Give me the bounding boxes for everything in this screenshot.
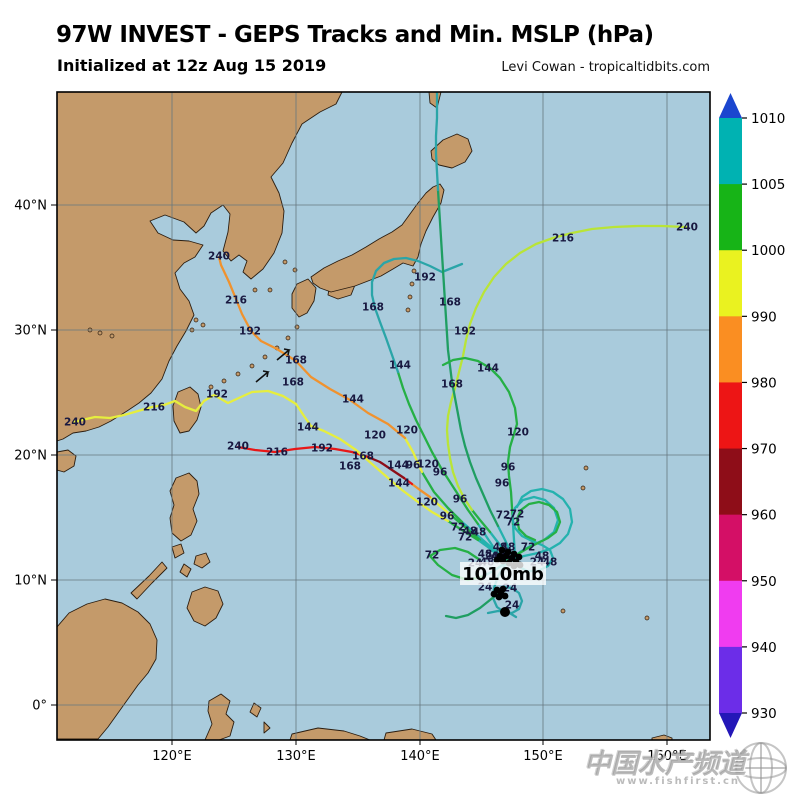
svg-text:1010: 1010 xyxy=(751,111,785,127)
svg-text:216: 216 xyxy=(143,402,165,414)
svg-text:48: 48 xyxy=(535,551,550,563)
genesis-pressure-label: 1010mb xyxy=(460,562,546,585)
svg-text:30°N: 30°N xyxy=(14,324,47,339)
svg-text:144: 144 xyxy=(387,460,409,472)
svg-text:72: 72 xyxy=(510,509,525,521)
land-layer xyxy=(57,92,673,740)
pressure-colorbar: 1010 1005 1000 990 980 970 960 950 940 930 xyxy=(719,93,785,738)
svg-text:192: 192 xyxy=(414,272,436,284)
svg-text:140°E: 140°E xyxy=(400,749,440,764)
svg-text:130°E: 130°E xyxy=(276,749,316,764)
svg-text:72: 72 xyxy=(506,517,521,529)
svg-text:96: 96 xyxy=(440,511,455,523)
svg-text:120: 120 xyxy=(396,425,418,437)
svg-text:240: 240 xyxy=(676,222,698,234)
svg-text:168: 168 xyxy=(362,302,384,314)
svg-text:72: 72 xyxy=(521,542,536,554)
svg-text:940: 940 xyxy=(751,640,777,656)
svg-text:96: 96 xyxy=(453,494,468,506)
svg-text:96: 96 xyxy=(501,462,516,474)
svg-text:48: 48 xyxy=(472,527,487,539)
svg-text:168: 168 xyxy=(282,377,304,389)
svg-text:120°E: 120°E xyxy=(152,749,192,764)
svg-text:10°N: 10°N xyxy=(14,574,47,589)
svg-text:96: 96 xyxy=(495,478,510,490)
svg-text:20°N: 20°N xyxy=(14,449,47,464)
svg-text:192: 192 xyxy=(454,326,476,338)
page-title: 97W INVEST - GEPS Tracks and Min. MSLP (… xyxy=(56,22,654,48)
svg-text:168: 168 xyxy=(352,451,374,463)
barb-marks xyxy=(255,348,291,383)
svg-text:120: 120 xyxy=(364,430,386,442)
svg-text:192: 192 xyxy=(239,326,261,338)
svg-text:168: 168 xyxy=(439,297,461,309)
svg-text:40°N: 40°N xyxy=(14,199,47,214)
member-10 xyxy=(506,500,562,562)
svg-text:970: 970 xyxy=(751,442,777,458)
svg-text:120: 120 xyxy=(417,459,439,471)
svg-text:96: 96 xyxy=(433,467,448,479)
svg-text:240: 240 xyxy=(64,417,86,429)
svg-text:150°E: 150°E xyxy=(523,749,563,764)
svg-text:240: 240 xyxy=(208,251,230,263)
svg-text:72: 72 xyxy=(425,550,440,562)
svg-text:168: 168 xyxy=(285,355,307,367)
svg-text:72: 72 xyxy=(458,532,473,544)
svg-text:168: 168 xyxy=(339,461,361,473)
svg-text:96: 96 xyxy=(406,460,421,472)
svg-text:48: 48 xyxy=(463,526,478,538)
svg-text:120: 120 xyxy=(507,427,529,439)
svg-text:144: 144 xyxy=(477,363,499,375)
y-axis: 40°N 30°N 20°N 10°N 0° xyxy=(14,199,57,714)
svg-text:240: 240 xyxy=(227,441,249,453)
svg-text:120: 120 xyxy=(416,497,438,509)
init-time-subtitle: Initialized at 12z Aug 15 2019 xyxy=(57,56,327,75)
svg-text:72: 72 xyxy=(496,510,511,522)
svg-text:216: 216 xyxy=(552,233,574,245)
svg-text:1005: 1005 xyxy=(751,177,785,193)
svg-text:980: 980 xyxy=(751,375,777,391)
svg-text:24: 24 xyxy=(503,583,518,595)
grid-layer xyxy=(57,92,710,740)
svg-text:160°E: 160°E xyxy=(647,749,687,764)
svg-text:216: 216 xyxy=(266,447,288,459)
svg-text:1000: 1000 xyxy=(751,243,785,259)
svg-text:48: 48 xyxy=(478,549,493,561)
svg-text:930: 930 xyxy=(751,706,777,722)
svg-text:168: 168 xyxy=(441,379,463,391)
svg-text:192: 192 xyxy=(206,389,228,401)
svg-text:144: 144 xyxy=(388,478,410,490)
member-11 xyxy=(508,487,574,562)
svg-text:144: 144 xyxy=(297,422,319,434)
svg-text:950: 950 xyxy=(751,574,777,590)
svg-text:192: 192 xyxy=(311,443,333,455)
x-axis: 120°E 130°E 140°E 150°E 160°E xyxy=(152,740,687,764)
svg-text:48: 48 xyxy=(543,557,558,569)
svg-text:1010mb: 1010mb xyxy=(462,564,544,585)
svg-text:990: 990 xyxy=(751,309,777,325)
svg-text:960: 960 xyxy=(751,508,777,524)
svg-text:144: 144 xyxy=(342,394,364,406)
credit-text: Levi Cowan - tropicaltidbits.com xyxy=(501,60,710,75)
svg-text:0°: 0° xyxy=(32,699,47,714)
svg-text:72: 72 xyxy=(451,522,466,534)
svg-text:216: 216 xyxy=(225,295,247,307)
svg-text:144: 144 xyxy=(389,360,411,372)
